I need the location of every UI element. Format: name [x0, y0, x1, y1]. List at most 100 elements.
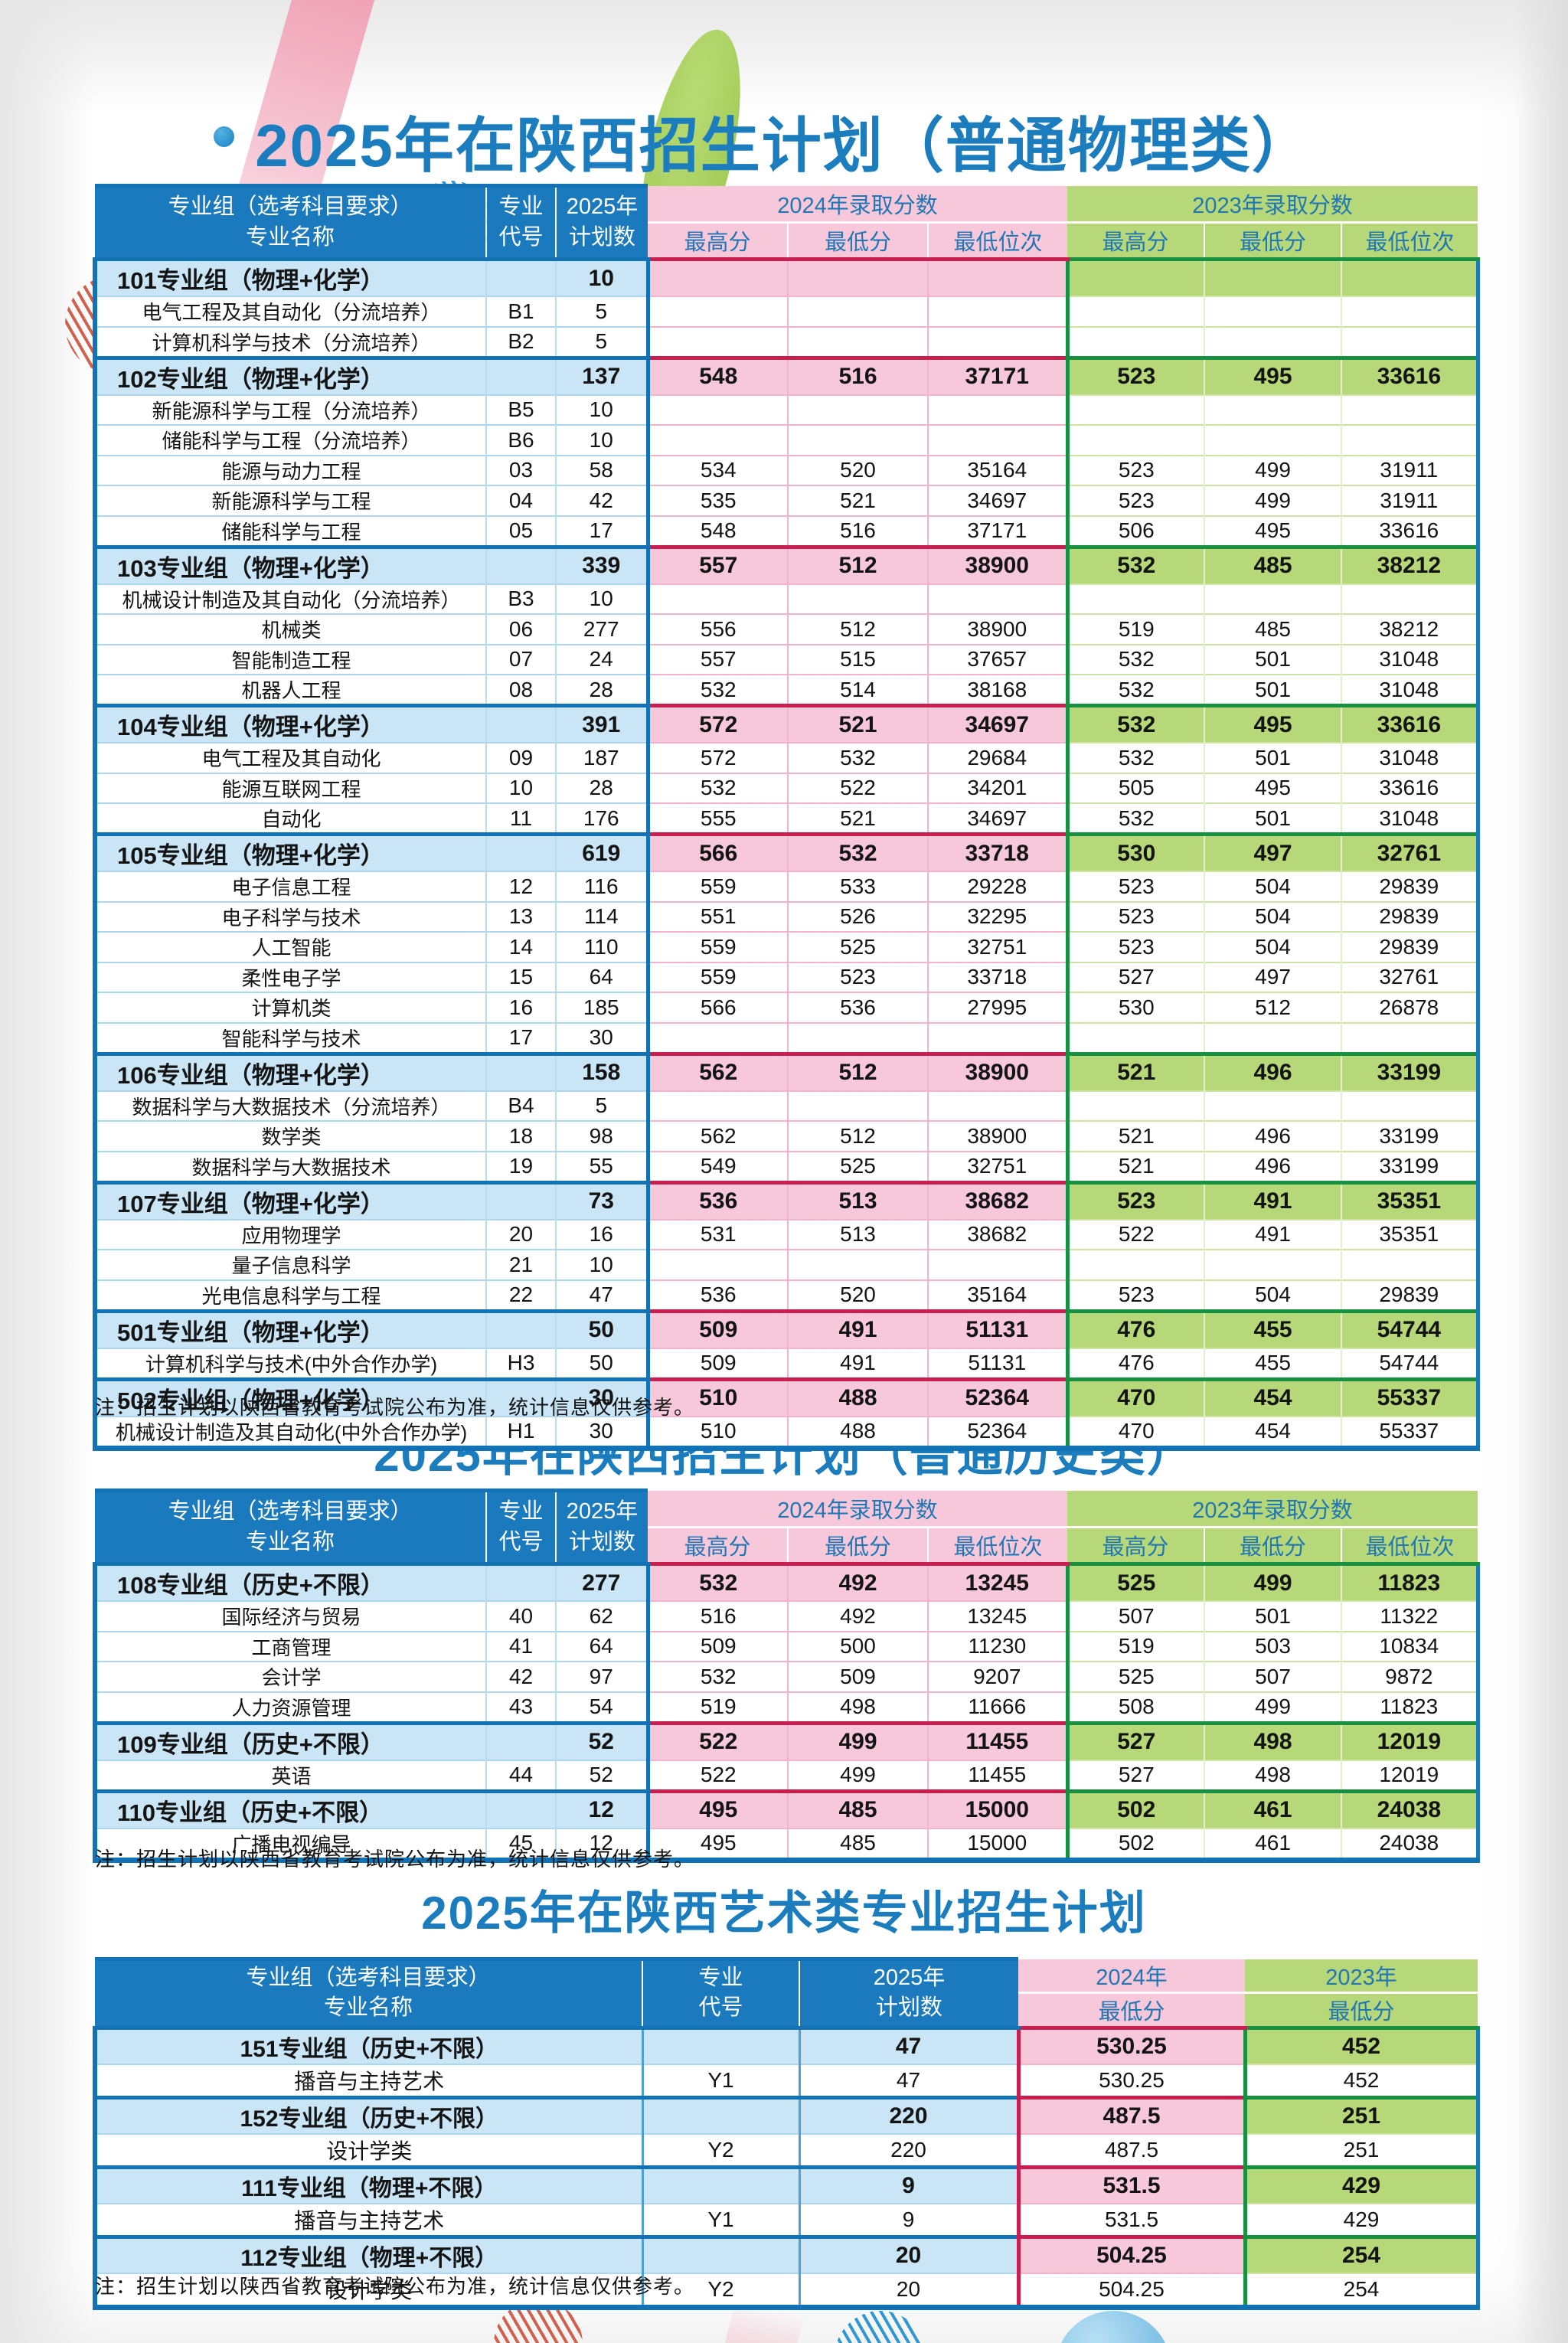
cell-plan: 47 [799, 2063, 1021, 2097]
major-row: 储能科学与工程 05 17 548 516 37171 506 495 33616 [93, 515, 1480, 547]
cell-code: 04 [486, 485, 557, 516]
cell-p3 [928, 325, 1070, 358]
cell-g3: 33616 [1341, 355, 1480, 395]
cell-g3: 10834 [1341, 1630, 1480, 1662]
cell-g3: 38212 [1341, 613, 1480, 645]
cell-g3: 32761 [1341, 961, 1480, 992]
cell-code [486, 355, 557, 395]
cell-plan: 9 [799, 2202, 1021, 2237]
major-row: 智能科学与技术 17 30 [93, 1021, 1480, 1054]
cell-plan: 28 [556, 674, 650, 706]
cell-g2: 491 [1204, 1180, 1343, 1220]
group-row: 102专业组（物理+化学） 137 548 516 37171 523 495 33616 [93, 355, 1480, 395]
cell-ap: 530.25 [1018, 2063, 1247, 2097]
cell-p1: 522 [648, 1759, 789, 1791]
cell-g3: 54744 [1341, 1347, 1480, 1379]
cell-g3 [1341, 583, 1480, 614]
major-row: 广播电视编导 45 12 495 485 15000 502 461 24038 [93, 1827, 1480, 1863]
cell-p1 [648, 1249, 789, 1280]
cell-plan: 97 [556, 1661, 650, 1692]
cell-code: Y1 [642, 2202, 801, 2237]
cell-p2 [788, 394, 929, 425]
cell-g2: 454 [1204, 1415, 1343, 1451]
physics-table: 专业组（选考科目要求） 专业名称 专业 代号 2025年 计划数 2024年录取… [93, 184, 1480, 1451]
major-row: 应用物理学 20 16 531 513 38682 522 491 35351 [93, 1218, 1480, 1250]
cell-g3: 35351 [1341, 1180, 1480, 1220]
major-row: 计算机科学与技术(中外合作办学) H3 50 509 491 51131 476 455 547… [93, 1347, 1480, 1379]
cell-g2: 498 [1204, 1720, 1343, 1760]
cell-p2: 491 [788, 1347, 929, 1379]
cell-p1: 559 [648, 871, 789, 902]
cell-g2: 501 [1204, 674, 1343, 706]
col-header-2023-scores: 2023年录取分数 [1067, 185, 1478, 224]
col-header-2024-min: 最低分 [788, 222, 929, 261]
cell-g1 [1067, 583, 1206, 614]
cell-code: Y2 [642, 2132, 801, 2167]
cell-plan: 30 [556, 1377, 650, 1417]
cell-g1: 523 [1067, 1180, 1206, 1220]
cell-g1: 523 [1067, 871, 1206, 902]
major-row: 人工智能 14 110 559 525 32751 523 504 29839 [93, 931, 1480, 962]
cell-name: 机器人工程 [93, 674, 487, 706]
cell-p2: 492 [788, 1600, 929, 1632]
cell-name: 自动化 [93, 802, 487, 835]
cell-p1 [648, 257, 789, 296]
cell-p2: 512 [788, 544, 929, 584]
cell-code: 20 [486, 1218, 557, 1250]
cell-p1: 559 [648, 961, 789, 992]
col-header-group-line1: 专业组（选考科目要求） [168, 1499, 413, 1524]
cell-g2: 497 [1204, 832, 1343, 871]
cell-g3: 31048 [1341, 674, 1480, 706]
cell-name: 储能科学与工程 [93, 515, 487, 547]
cell-p3: 34697 [928, 802, 1070, 835]
cell-ag: 254 [1245, 2234, 1480, 2273]
cell-g3: 9872 [1341, 1661, 1480, 1692]
cell-p2 [788, 583, 929, 614]
cell-plan: 20 [799, 2234, 1021, 2273]
col-header-code-line1: 专业 [698, 1966, 743, 1991]
cell-name: 机械设计制造及其自动化(中外合作办学) [93, 1415, 487, 1451]
cell-g2: 501 [1204, 643, 1343, 675]
cell-code: 10 [486, 772, 557, 803]
cell-p3: 32295 [928, 900, 1070, 932]
cell-plan: 10 [556, 424, 650, 456]
cell-g1 [1067, 424, 1206, 456]
cell-g1: 521 [1067, 1150, 1206, 1182]
major-row: 自动化 11 176 555 521 34697 532 501 31048 [93, 802, 1480, 835]
cell-plan: 220 [799, 2095, 1021, 2134]
cell-g2: 496 [1204, 1051, 1343, 1091]
cell-code: 41 [486, 1630, 557, 1662]
major-row: 计算机科学与技术（分流培养） B2 5 [93, 325, 1480, 358]
header-row-1: 专业组（选考科目要求） 专业名称 专业 代号 2025年 计划数 2024年录取… [95, 1488, 1478, 1566]
cell-g3: 24038 [1341, 1827, 1480, 1863]
cell-plan: 110 [556, 931, 650, 962]
note-physics: 注：招生计划以陕西省教育考试院公布为准，统计信息仅供参考。 [95, 1396, 695, 1419]
cell-p1: 559 [648, 931, 789, 962]
cell-name: 101专业组（物理+化学） [93, 257, 487, 296]
cell-p2: 492 [788, 1562, 929, 1601]
cell-p3 [928, 424, 1070, 456]
col-header-code-line1: 专业 [498, 194, 544, 220]
cell-code: 09 [486, 742, 557, 773]
cell-p2 [788, 296, 929, 327]
major-row: 设计学类 Y2 20 504.25 254 [93, 2272, 1480, 2310]
cell-name: 103专业组（物理+化学） [93, 544, 487, 584]
group-row: 104专业组（物理+化学） 391 572 521 34697 532 495 33616 [93, 704, 1480, 743]
background-shade-top [0, 0, 1568, 115]
cell-code: 07 [486, 643, 557, 675]
cell-plan: 12 [556, 1789, 650, 1828]
cell-p3: 29228 [928, 871, 1070, 902]
cell-p2: 512 [788, 613, 929, 645]
cell-g1: 530 [1067, 992, 1206, 1023]
cell-p3: 33718 [928, 832, 1070, 871]
cell-g3: 55337 [1341, 1377, 1480, 1417]
cell-g1 [1067, 296, 1206, 327]
cell-p1: 566 [648, 832, 789, 871]
cell-name: 电子科学与技术 [93, 900, 487, 932]
major-row: 柔性电子学 15 64 559 523 33718 527 497 32761 [93, 961, 1480, 992]
group-row: 109专业组（历史+不限） 52 522 499 11455 527 498 12019 [93, 1720, 1480, 1760]
cell-code [642, 2025, 801, 2064]
cell-p1: 572 [648, 742, 789, 773]
cell-p3: 35164 [928, 1279, 1070, 1311]
cell-g2 [1204, 1021, 1343, 1054]
